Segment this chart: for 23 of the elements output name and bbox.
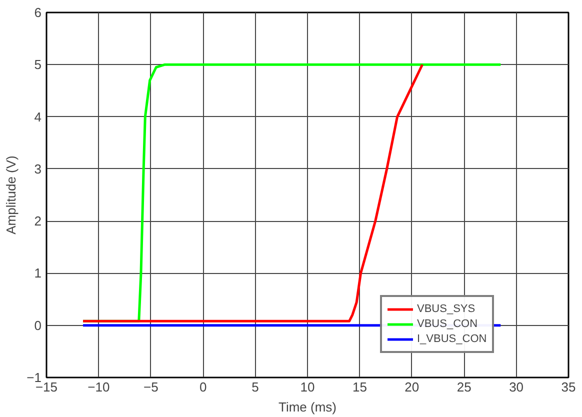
y-tick-label: 1 bbox=[34, 266, 42, 281]
y-tick-label: 5 bbox=[34, 57, 42, 72]
y-tick-label: 6 bbox=[34, 5, 42, 20]
y-tick-label: 2 bbox=[34, 214, 42, 229]
x-tick-label: −10 bbox=[88, 380, 110, 394]
x-tick-label: 35 bbox=[561, 380, 576, 394]
x-tick-label: 10 bbox=[300, 380, 315, 394]
x-tick-label: 15 bbox=[352, 380, 367, 394]
y-tick-label: 0 bbox=[34, 318, 42, 333]
legend-label: VBUS_CON bbox=[417, 317, 478, 331]
x-axis-title: Time (ms) bbox=[278, 400, 337, 414]
y-tick-label: 3 bbox=[34, 161, 42, 176]
x-tick-label: 25 bbox=[456, 380, 472, 394]
x-tick-label: −5 bbox=[143, 380, 158, 394]
y-tick-label: 4 bbox=[34, 109, 42, 124]
x-tick-label: 30 bbox=[509, 380, 524, 394]
legend-label: I_VBUS_CON bbox=[417, 332, 487, 346]
legend-label: VBUS_SYS bbox=[417, 302, 476, 316]
x-tick-label: 0 bbox=[199, 380, 207, 394]
x-tick-label: 20 bbox=[404, 380, 420, 394]
x-tick-label: 5 bbox=[252, 380, 259, 394]
y-axis-title: Amplitude (V) bbox=[4, 156, 19, 234]
y-tick-label: −1 bbox=[26, 370, 42, 385]
